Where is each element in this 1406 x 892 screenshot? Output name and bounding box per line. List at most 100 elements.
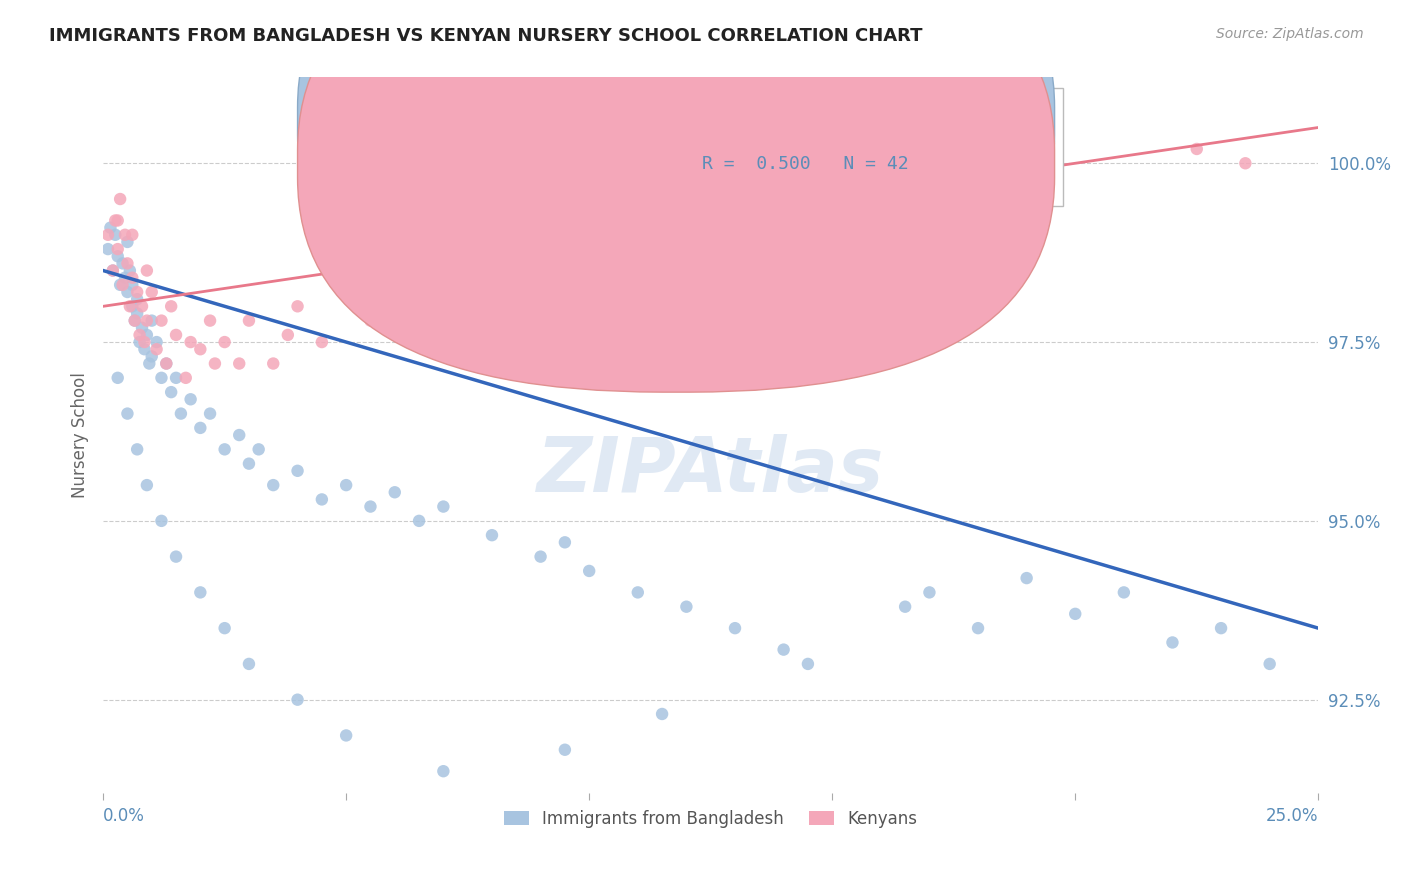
- Point: [1234, 156, 1257, 170]
- Text: IMMIGRANTS FROM BANGLADESH VS KENYAN NURSERY SCHOOL CORRELATION CHART: IMMIGRANTS FROM BANGLADESH VS KENYAN NUR…: [49, 27, 922, 45]
- Point: [124, 313, 146, 327]
- Point: [432, 500, 454, 514]
- Point: [131, 299, 153, 313]
- Point: [165, 327, 187, 342]
- Point: [117, 235, 139, 249]
- Point: [180, 334, 202, 349]
- Point: [287, 299, 309, 313]
- Point: [287, 464, 309, 478]
- Point: [481, 528, 503, 542]
- Point: [174, 371, 197, 385]
- FancyBboxPatch shape: [298, 0, 1054, 350]
- Text: R = -0.401   N = 76: R = -0.401 N = 76: [702, 112, 908, 130]
- Text: 0.0%: 0.0%: [103, 807, 145, 825]
- Point: [198, 313, 221, 327]
- Point: [1064, 607, 1087, 621]
- Point: [134, 343, 156, 357]
- Point: [918, 585, 941, 599]
- Point: [238, 313, 260, 327]
- Point: [107, 371, 129, 385]
- Point: [554, 535, 576, 549]
- Point: [724, 621, 747, 635]
- Point: [1015, 571, 1038, 585]
- Point: [160, 385, 183, 400]
- Point: [188, 343, 211, 357]
- Point: [408, 514, 430, 528]
- Point: [1161, 635, 1184, 649]
- Point: [127, 306, 149, 320]
- Point: [228, 428, 250, 442]
- Point: [104, 213, 127, 227]
- Point: [155, 357, 177, 371]
- Point: [97, 242, 120, 256]
- Point: [111, 277, 134, 292]
- Point: [121, 227, 143, 242]
- Point: [772, 642, 794, 657]
- Point: [1209, 621, 1232, 635]
- Point: [238, 457, 260, 471]
- Point: [118, 263, 141, 277]
- Text: R =  0.500   N = 42: R = 0.500 N = 42: [702, 155, 908, 173]
- Legend: Immigrants from Bangladesh, Kenyans: Immigrants from Bangladesh, Kenyans: [498, 803, 924, 834]
- Point: [335, 285, 357, 299]
- Point: [107, 242, 129, 256]
- Point: [104, 227, 127, 242]
- Point: [165, 549, 187, 564]
- Point: [1112, 585, 1135, 599]
- Point: [128, 327, 150, 342]
- Point: [204, 357, 226, 371]
- Text: 25.0%: 25.0%: [1265, 807, 1319, 825]
- Point: [108, 277, 131, 292]
- Point: [107, 249, 129, 263]
- Point: [432, 764, 454, 779]
- Point: [311, 334, 333, 349]
- FancyBboxPatch shape: [298, 0, 1054, 392]
- Point: [141, 350, 163, 364]
- Point: [121, 270, 143, 285]
- Point: [277, 327, 299, 342]
- Text: ZIPAtlas: ZIPAtlas: [537, 434, 884, 508]
- Point: [108, 192, 131, 206]
- Point: [894, 599, 917, 614]
- Point: [165, 371, 187, 385]
- Point: [335, 728, 357, 742]
- Point: [135, 478, 157, 492]
- Point: [127, 285, 149, 299]
- Point: [141, 313, 163, 327]
- Point: [97, 227, 120, 242]
- Point: [335, 478, 357, 492]
- Point: [262, 357, 284, 371]
- Point: [145, 334, 167, 349]
- Point: [111, 256, 134, 270]
- Point: [384, 485, 406, 500]
- Point: [529, 549, 551, 564]
- Point: [554, 743, 576, 757]
- Point: [101, 263, 124, 277]
- Point: [135, 263, 157, 277]
- Point: [311, 492, 333, 507]
- Point: [117, 407, 139, 421]
- Point: [238, 657, 260, 671]
- Y-axis label: Nursery School: Nursery School: [72, 372, 89, 498]
- Point: [188, 585, 211, 599]
- Point: [359, 313, 381, 327]
- Point: [170, 407, 193, 421]
- Point: [127, 442, 149, 457]
- Point: [121, 277, 143, 292]
- Point: [627, 585, 650, 599]
- FancyBboxPatch shape: [638, 88, 1063, 206]
- Point: [214, 442, 236, 457]
- Point: [135, 313, 157, 327]
- Point: [118, 299, 141, 313]
- Point: [247, 442, 270, 457]
- Point: [114, 227, 136, 242]
- Point: [262, 478, 284, 492]
- Point: [145, 343, 167, 357]
- Point: [128, 334, 150, 349]
- Point: [214, 621, 236, 635]
- Point: [127, 292, 149, 306]
- Point: [359, 500, 381, 514]
- Point: [188, 421, 211, 435]
- Point: [198, 407, 221, 421]
- Point: [134, 334, 156, 349]
